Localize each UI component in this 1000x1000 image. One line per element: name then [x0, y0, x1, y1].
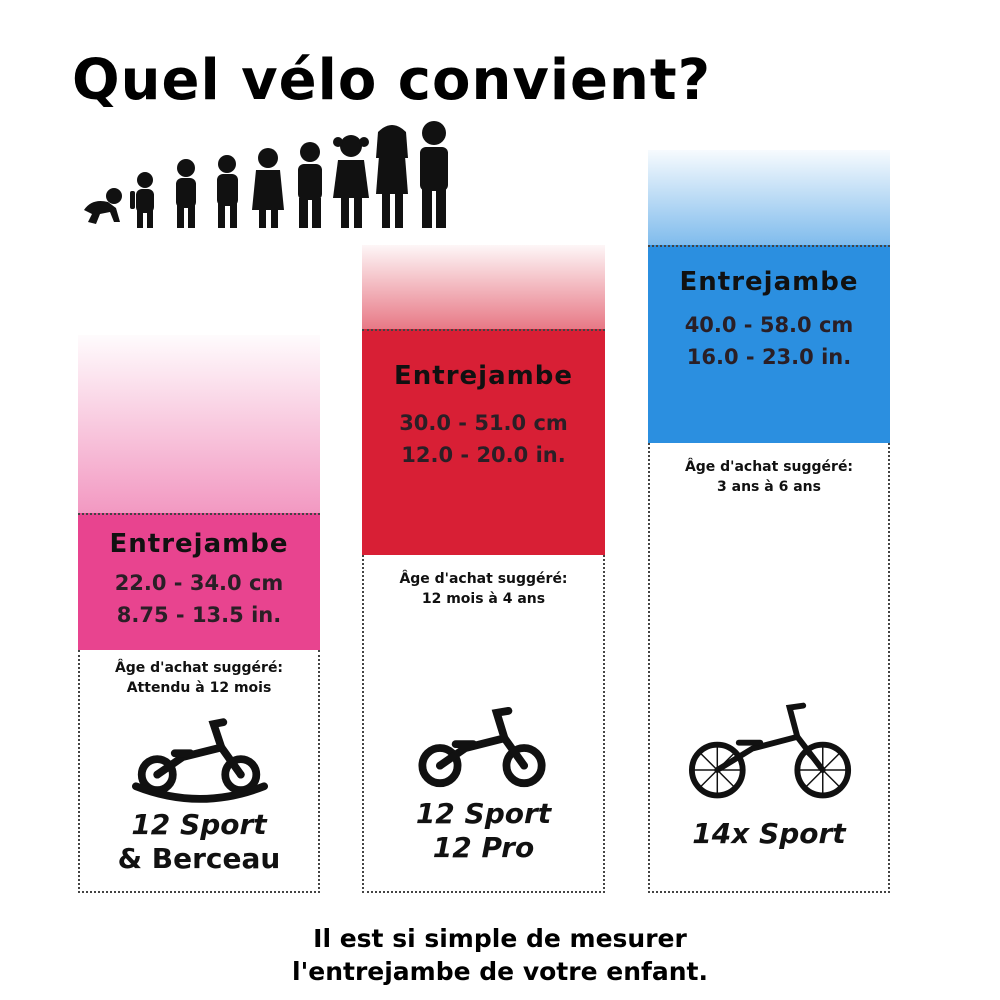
crotch-cm: 40.0 - 58.0 cm — [684, 313, 854, 337]
age-label: Âge d'achat suggéré: — [399, 571, 568, 587]
model-line-2: 12 Pro — [432, 831, 535, 864]
footer-line-1: Il est si simple de mesurer — [313, 924, 687, 953]
crotch-cm: 30.0 - 51.0 cm — [399, 411, 568, 435]
model-name: 14x Sport — [650, 817, 888, 851]
crotch-cm: 22.0 - 34.0 cm — [114, 571, 284, 595]
gradient-fade — [78, 335, 320, 513]
model-line-1: 12 Sport — [415, 797, 552, 830]
crotch-in: 8.75 - 13.5 in. — [116, 603, 282, 627]
age-value: Attendu à 12 mois — [126, 680, 272, 696]
model-line-2: & Berceau — [117, 842, 281, 875]
age-label: Âge d'achat suggéré: — [114, 660, 284, 676]
crotch-measure-box: Entrejambe 30.0 - 51.0 cm 12.0 - 20.0 in… — [362, 329, 605, 555]
age-value: 3 ans à 6 ans — [717, 479, 821, 495]
child-silhouettes-icon — [84, 121, 448, 228]
model-name: 12 Sport & Berceau — [80, 808, 318, 876]
model-line-1: 12 Sport — [131, 808, 267, 841]
age-value: 12 mois à 4 ans — [421, 591, 546, 607]
crotch-in: 12.0 - 20.0 in. — [401, 443, 566, 467]
crotch-in: 16.0 - 23.0 in. — [686, 345, 852, 369]
crotch-label: Entrejambe — [109, 529, 289, 559]
crotch-measure-box: Entrejambe 40.0 - 58.0 cm 16.0 - 23.0 in… — [648, 245, 890, 443]
footer-text: Il est si simple de mesurer l'entrejambe… — [0, 922, 1000, 988]
crotch-label: Entrejambe — [679, 267, 859, 297]
balance-bike-rocker-icon — [132, 718, 268, 803]
info-box: Âge d'achat suggéré: 12 mois à 4 ans 12 … — [362, 555, 605, 893]
age-label: Âge d'achat suggéré: — [684, 459, 854, 475]
size-column-blue: Entrejambe 40.0 - 58.0 cm 16.0 - 23.0 in… — [648, 150, 890, 893]
gradient-fade — [362, 245, 605, 329]
model-name: 12 Sport 12 Pro — [364, 797, 603, 865]
model-line-1: 14x Sport — [692, 817, 846, 850]
balance-bike-icon — [418, 706, 546, 788]
gradient-fade — [648, 150, 890, 245]
balance-bike-icon — [688, 702, 852, 799]
info-box: Âge d'achat suggéré: Attendu à 12 mois 1… — [78, 650, 320, 893]
footer-line-2: l'entrejambe de votre enfant. — [292, 957, 708, 986]
size-column-red: Entrejambe 30.0 - 51.0 cm 12.0 - 20.0 in… — [362, 245, 605, 893]
crotch-measure-box: Entrejambe 22.0 - 34.0 cm 8.75 - 13.5 in… — [78, 513, 320, 650]
crotch-label: Entrejambe — [394, 361, 573, 391]
size-column-pink: Entrejambe 22.0 - 34.0 cm 8.75 - 13.5 in… — [78, 335, 320, 893]
info-box: Âge d'achat suggéré: 3 ans à 6 ans 14x S… — [648, 443, 890, 893]
page-title: Quel vélo convient? — [72, 48, 712, 113]
